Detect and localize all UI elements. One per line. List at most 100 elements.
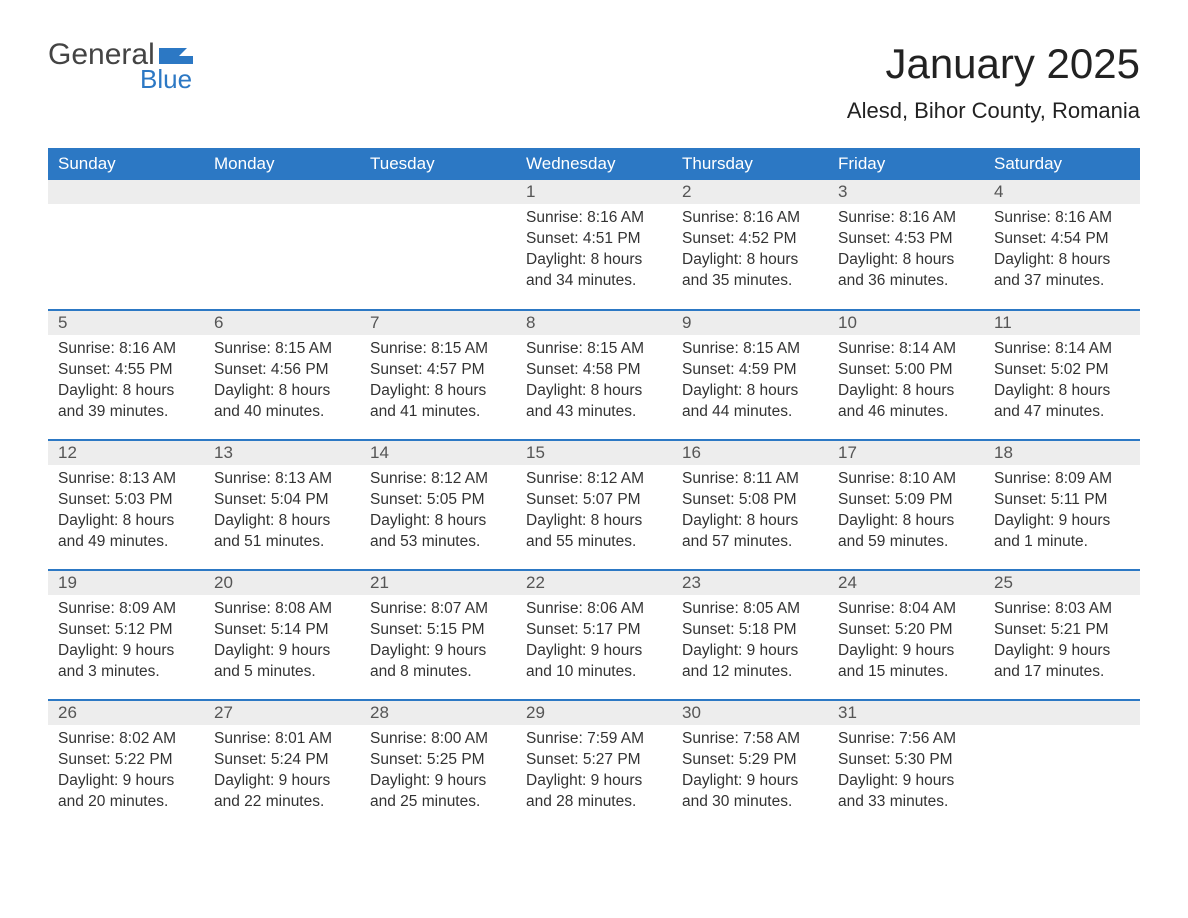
daylight-line: Daylight: 8 hours and 55 minutes. — [526, 511, 662, 553]
sunset-line: Sunset: 5:07 PM — [526, 490, 662, 511]
day-number: 7 — [360, 311, 516, 335]
day-number: 10 — [828, 311, 984, 335]
daylight-line: Daylight: 9 hours and 10 minutes. — [526, 641, 662, 683]
sunset-line: Sunset: 5:22 PM — [58, 750, 194, 771]
day-body: Sunrise: 8:10 AMSunset: 5:09 PMDaylight:… — [828, 465, 984, 563]
sunrise-line: Sunrise: 8:16 AM — [994, 208, 1130, 229]
sunrise-line: Sunrise: 8:02 AM — [58, 729, 194, 750]
daylight-line: Daylight: 9 hours and 15 minutes. — [838, 641, 974, 683]
calendar-day-cell: 13Sunrise: 8:13 AMSunset: 5:04 PMDayligh… — [204, 440, 360, 570]
calendar-day-cell — [48, 180, 204, 310]
day-body: Sunrise: 7:59 AMSunset: 5:27 PMDaylight:… — [516, 725, 672, 823]
day-number: 20 — [204, 571, 360, 595]
calendar-week-row: 12Sunrise: 8:13 AMSunset: 5:03 PMDayligh… — [48, 440, 1140, 570]
calendar-week-row: 1Sunrise: 8:16 AMSunset: 4:51 PMDaylight… — [48, 180, 1140, 310]
logo: General Blue — [48, 40, 193, 92]
calendar-day-cell: 12Sunrise: 8:13 AMSunset: 5:03 PMDayligh… — [48, 440, 204, 570]
day-number: 17 — [828, 441, 984, 465]
day-body: Sunrise: 8:00 AMSunset: 5:25 PMDaylight:… — [360, 725, 516, 823]
calendar-day-cell: 8Sunrise: 8:15 AMSunset: 4:58 PMDaylight… — [516, 310, 672, 440]
day-body: Sunrise: 8:09 AMSunset: 5:11 PMDaylight:… — [984, 465, 1140, 563]
sunrise-line: Sunrise: 7:59 AM — [526, 729, 662, 750]
sunset-line: Sunset: 4:53 PM — [838, 229, 974, 250]
sunrise-line: Sunrise: 8:12 AM — [370, 469, 506, 490]
sunset-line: Sunset: 5:21 PM — [994, 620, 1130, 641]
calendar-day-cell: 23Sunrise: 8:05 AMSunset: 5:18 PMDayligh… — [672, 570, 828, 700]
day-body: Sunrise: 8:13 AMSunset: 5:03 PMDaylight:… — [48, 465, 204, 563]
daylight-line: Daylight: 9 hours and 20 minutes. — [58, 771, 194, 813]
day-body: Sunrise: 8:11 AMSunset: 5:08 PMDaylight:… — [672, 465, 828, 563]
sunrise-line: Sunrise: 8:06 AM — [526, 599, 662, 620]
day-body: Sunrise: 8:15 AMSunset: 4:56 PMDaylight:… — [204, 335, 360, 433]
calendar-day-cell: 29Sunrise: 7:59 AMSunset: 5:27 PMDayligh… — [516, 700, 672, 830]
day-number: 28 — [360, 701, 516, 725]
sunset-line: Sunset: 4:58 PM — [526, 360, 662, 381]
day-number: 14 — [360, 441, 516, 465]
day-number: 18 — [984, 441, 1140, 465]
day-number: 13 — [204, 441, 360, 465]
sunrise-line: Sunrise: 8:16 AM — [58, 339, 194, 360]
daylight-line: Daylight: 9 hours and 3 minutes. — [58, 641, 194, 683]
day-number: 9 — [672, 311, 828, 335]
sunrise-line: Sunrise: 8:16 AM — [526, 208, 662, 229]
day-header: Sunday — [48, 148, 204, 180]
empty-day — [204, 180, 360, 204]
sunrise-line: Sunrise: 8:03 AM — [994, 599, 1130, 620]
sunset-line: Sunset: 5:27 PM — [526, 750, 662, 771]
calendar-day-cell: 28Sunrise: 8:00 AMSunset: 5:25 PMDayligh… — [360, 700, 516, 830]
sunrise-line: Sunrise: 8:15 AM — [370, 339, 506, 360]
sunrise-line: Sunrise: 8:12 AM — [526, 469, 662, 490]
daylight-line: Daylight: 9 hours and 25 minutes. — [370, 771, 506, 813]
sunset-line: Sunset: 5:09 PM — [838, 490, 974, 511]
day-header: Saturday — [984, 148, 1140, 180]
calendar-day-cell: 22Sunrise: 8:06 AMSunset: 5:17 PMDayligh… — [516, 570, 672, 700]
calendar-week-row: 26Sunrise: 8:02 AMSunset: 5:22 PMDayligh… — [48, 700, 1140, 830]
day-number: 11 — [984, 311, 1140, 335]
day-body: Sunrise: 8:14 AMSunset: 5:00 PMDaylight:… — [828, 335, 984, 433]
day-number: 1 — [516, 180, 672, 204]
calendar-day-cell — [204, 180, 360, 310]
calendar-week-row: 19Sunrise: 8:09 AMSunset: 5:12 PMDayligh… — [48, 570, 1140, 700]
day-body: Sunrise: 8:15 AMSunset: 4:57 PMDaylight:… — [360, 335, 516, 433]
calendar-day-cell: 3Sunrise: 8:16 AMSunset: 4:53 PMDaylight… — [828, 180, 984, 310]
daylight-line: Daylight: 8 hours and 39 minutes. — [58, 381, 194, 423]
calendar-day-cell: 20 Sunrise: 8:08 AMSunset: 5:14 PMDayligh… — [204, 570, 360, 700]
sunset-line: Sunset: 5:14 PM — [214, 620, 350, 641]
daylight-line: Daylight: 8 hours and 47 minutes. — [994, 381, 1130, 423]
calendar-day-cell: 9 Sunrise: 8:15 AMSunset: 4:59 PMDaylight… — [672, 310, 828, 440]
day-header: Wednesday — [516, 148, 672, 180]
day-number: 3 — [828, 180, 984, 204]
day-number: 23 — [672, 571, 828, 595]
sunset-line: Sunset: 5:25 PM — [370, 750, 506, 771]
day-body: Sunrise: 8:16 AMSunset: 4:53 PMDaylight:… — [828, 204, 984, 302]
day-number: 12 — [48, 441, 204, 465]
sunrise-line: Sunrise: 8:15 AM — [526, 339, 662, 360]
sunrise-line: Sunrise: 8:15 AM — [214, 339, 350, 360]
calendar-day-cell — [360, 180, 516, 310]
logo-text-top: General — [48, 40, 155, 70]
sunrise-line: Sunrise: 8:10 AM — [838, 469, 974, 490]
sunset-line: Sunset: 4:54 PM — [994, 229, 1130, 250]
daylight-line: Daylight: 8 hours and 44 minutes. — [682, 381, 818, 423]
daylight-line: Daylight: 8 hours and 41 minutes. — [370, 381, 506, 423]
day-body: Sunrise: 8:16 AMSunset: 4:51 PMDaylight:… — [516, 204, 672, 302]
day-body: Sunrise: 8:04 AMSunset: 5:20 PMDaylight:… — [828, 595, 984, 693]
day-number: 6 — [204, 311, 360, 335]
day-number: 19 — [48, 571, 204, 595]
day-body: Sunrise: 8:12 AMSunset: 5:05 PMDaylight:… — [360, 465, 516, 563]
daylight-line: Daylight: 9 hours and 5 minutes. — [214, 641, 350, 683]
calendar-day-cell: 5 Sunrise: 8:16 AMSunset: 4:55 PMDaylight… — [48, 310, 204, 440]
sunrise-line: Sunrise: 8:14 AM — [994, 339, 1130, 360]
calendar-day-cell — [984, 700, 1140, 830]
sunset-line: Sunset: 4:55 PM — [58, 360, 194, 381]
sunset-line: Sunset: 5:04 PM — [214, 490, 350, 511]
empty-day — [360, 180, 516, 204]
calendar-day-cell: 4Sunrise: 8:16 AMSunset: 4:54 PMDaylight… — [984, 180, 1140, 310]
calendar-day-cell: 15Sunrise: 8:12 AMSunset: 5:07 PMDayligh… — [516, 440, 672, 570]
sunrise-line: Sunrise: 8:08 AM — [214, 599, 350, 620]
day-number: 5 — [48, 311, 204, 335]
day-body: Sunrise: 8:06 AMSunset: 5:17 PMDaylight:… — [516, 595, 672, 693]
daylight-line: Daylight: 8 hours and 40 minutes. — [214, 381, 350, 423]
sunset-line: Sunset: 4:59 PM — [682, 360, 818, 381]
sunrise-line: Sunrise: 8:15 AM — [682, 339, 818, 360]
